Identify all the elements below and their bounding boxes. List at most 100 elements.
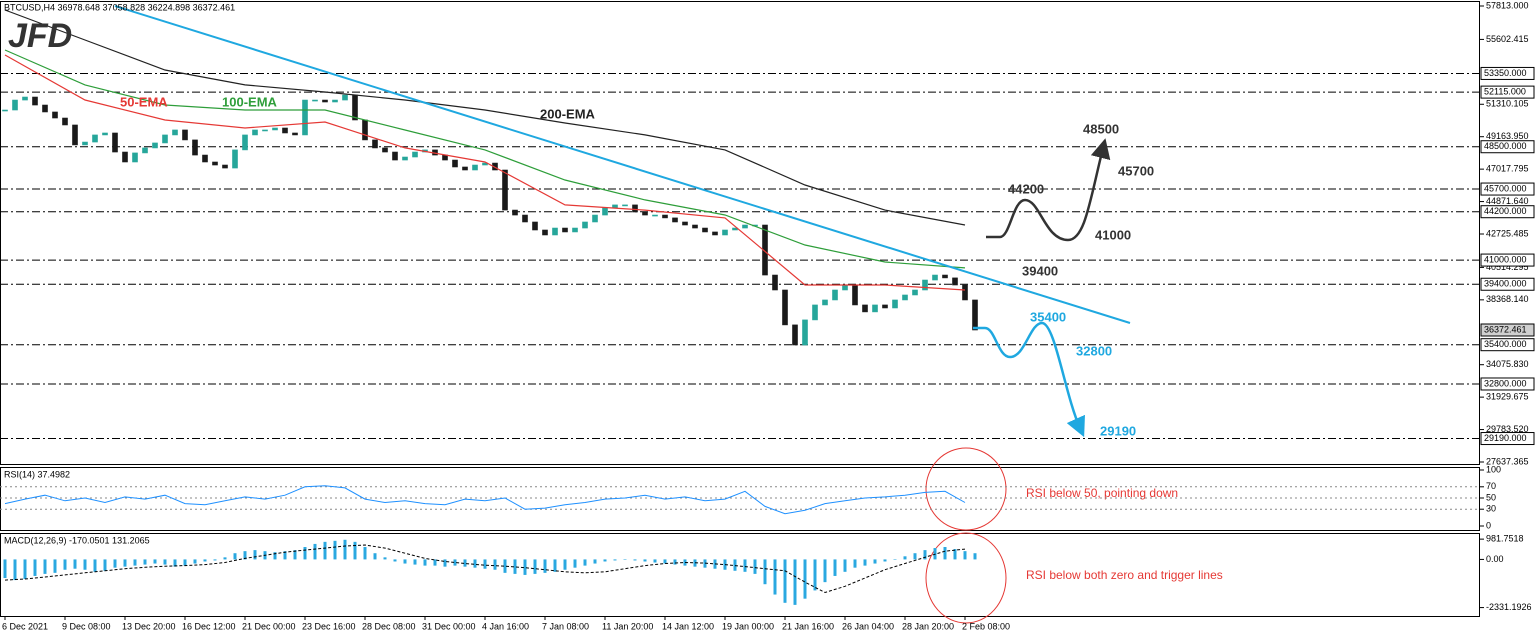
y-tick-label: 55602.415 [1486, 34, 1529, 44]
candle [512, 209, 518, 216]
candle [672, 217, 678, 223]
x-tick-label: 26 Jan 04:00 [842, 621, 894, 631]
candle [812, 304, 818, 321]
level-label: 35400.000 [1484, 339, 1527, 349]
macd-bar [653, 559, 657, 563]
macd-bar [143, 559, 147, 565]
macd-bar [433, 559, 437, 566]
bearish-target-label: 32800 [1076, 343, 1112, 358]
level-label: 44200.000 [1484, 206, 1527, 216]
candle [872, 304, 878, 313]
candle [802, 319, 808, 346]
y-tick-label: 70 [1486, 481, 1496, 491]
candle [642, 211, 648, 216]
macd-bar [853, 559, 857, 568]
macd-bar [3, 559, 7, 579]
macd-bar [833, 559, 837, 576]
candle [952, 277, 958, 286]
macd-bar [693, 559, 697, 567]
macd-bar [643, 559, 647, 562]
macd-bar [973, 553, 977, 560]
candle [122, 151, 128, 163]
macd-bar [743, 559, 747, 572]
macd-bar [43, 559, 47, 574]
bullish-scenario-arrow [986, 138, 1111, 242]
main-panel [0, 1, 1480, 465]
macd-bar [713, 559, 717, 569]
candle [582, 221, 588, 229]
candle [282, 127, 288, 134]
macd-bar [513, 559, 517, 574]
macd-bar [793, 559, 797, 605]
level-label: 32800.000 [1484, 378, 1527, 388]
candle [32, 96, 38, 106]
candle [842, 284, 848, 291]
macd-bar [103, 559, 107, 571]
macd-bar [873, 559, 877, 564]
y-tick-label: 981.7518 [1486, 534, 1524, 544]
macd-bar [903, 556, 907, 560]
candle [722, 229, 728, 236]
level-box [1480, 66, 1535, 80]
macd-bar [453, 559, 457, 566]
level-label: 45700.000 [1484, 183, 1527, 193]
macd-bar [403, 559, 407, 564]
macd-bar [563, 559, 567, 570]
macd-bar [943, 547, 947, 560]
candle [272, 127, 278, 131]
candle [962, 284, 968, 301]
level-label: 41000.000 [1484, 254, 1527, 264]
candle [92, 134, 98, 143]
macd-bar [353, 541, 357, 560]
chart-header: BTCUSD,H4 36978.648 37058.828 36224.898 … [4, 2, 235, 12]
level-box [1480, 85, 1535, 99]
y-tick-label: 34075.830 [1486, 359, 1529, 369]
macd-bar [163, 559, 167, 565]
ema-line [4, 49, 966, 269]
candle [52, 111, 58, 119]
macd-bar [523, 559, 527, 575]
candle [462, 166, 468, 171]
candle [392, 151, 398, 161]
macd-bar [363, 547, 367, 560]
y-tick-label: 27637.365 [1486, 456, 1529, 466]
macd-bar [573, 559, 577, 568]
candle [142, 147, 148, 154]
candle [12, 99, 18, 111]
last-price-box [1480, 323, 1535, 337]
y-tick-label: 57813.000 [1486, 0, 1529, 10]
macd-bar [383, 557, 387, 560]
candle [482, 162, 488, 166]
macd-bar [863, 559, 867, 566]
candle [622, 204, 628, 207]
y-tick-label: 100 [1486, 464, 1501, 474]
candle [652, 214, 658, 217]
candle [212, 161, 218, 166]
bullish-target-label: 48500 [1083, 121, 1119, 136]
level-box [1480, 277, 1535, 291]
candle [592, 214, 598, 223]
level-label: 29190.000 [1484, 433, 1527, 443]
bearish-scenario-arrow [973, 321, 1085, 438]
candle [202, 154, 208, 163]
candle [222, 164, 228, 169]
y-tick-label: 0 [1486, 520, 1491, 530]
candle [942, 274, 948, 279]
macd-bar [93, 559, 97, 572]
rsi-panel [0, 467, 1480, 531]
bearish-target-label: 35400 [1030, 309, 1066, 324]
x-tick-label: 19 Jan 00:00 [722, 621, 774, 631]
macd-highlight-circle [925, 532, 1007, 624]
candle [632, 204, 638, 213]
level-box [1480, 338, 1535, 352]
macd-bar [803, 559, 807, 599]
candle [972, 299, 978, 331]
last-price-label: 36372.461 [1484, 324, 1527, 334]
candle [552, 227, 558, 236]
macd-bar [483, 559, 487, 569]
logo: JFD [8, 17, 72, 55]
signal-line [4, 544, 966, 594]
x-tick-label: 6 Dec 2021 [2, 621, 48, 631]
